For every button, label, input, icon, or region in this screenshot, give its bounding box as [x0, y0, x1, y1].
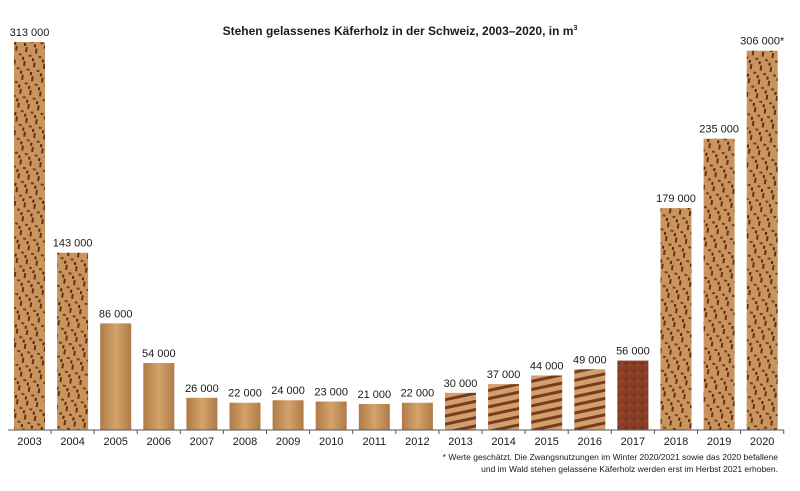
value-label: 235 000 — [699, 124, 739, 136]
value-label: 179 000 — [656, 193, 696, 205]
bar-2010 — [315, 401, 347, 430]
category-label: 2011 — [362, 436, 386, 448]
category-label: 2020 — [750, 436, 774, 448]
chart-title: Stehen gelassenes Käferholz in der Schwe… — [180, 24, 620, 38]
category-labels-group: 2003 2004 2005 2006 2007 2008 2009 2010 2011 2012… — [17, 436, 774, 448]
bar-2003 — [14, 42, 45, 430]
bar-2012 — [401, 402, 433, 430]
bar-2016 — [574, 369, 606, 430]
category-label: 2003 — [17, 436, 41, 448]
value-label: 86 000 — [99, 308, 133, 320]
bars-group — [14, 42, 778, 431]
category-label: 2015 — [534, 436, 558, 448]
bar-2013 — [445, 392, 476, 430]
value-label: 49 000 — [573, 354, 607, 366]
bar-2004 — [57, 252, 89, 430]
category-label: 2013 — [448, 436, 472, 448]
value-label: 22 000 — [228, 388, 262, 400]
category-label: 2009 — [276, 436, 300, 448]
bar-2018 — [660, 208, 692, 430]
value-label: 54 000 — [142, 348, 176, 360]
chart-title-superscript: 3 — [573, 25, 578, 32]
bar-2005 — [100, 323, 132, 430]
category-label: 2016 — [578, 436, 602, 448]
bar-2006 — [143, 363, 175, 430]
bar-2011 — [358, 403, 390, 430]
bar-2008 — [229, 402, 261, 430]
category-label: 2019 — [707, 436, 731, 448]
category-label: 2014 — [491, 436, 515, 448]
x-axis-ticks — [50, 430, 785, 434]
value-labels-group: 313 000 143 000 86 000 54 000 26 000 22 000 24… — [10, 27, 785, 401]
value-label: 306 000* — [740, 36, 785, 48]
value-label: 23 000 — [314, 386, 348, 398]
value-label: 21 000 — [357, 389, 391, 401]
category-label: 2008 — [233, 436, 257, 448]
value-label: 56 000 — [616, 346, 650, 358]
bar-2014 — [488, 384, 520, 430]
bar-2009 — [272, 400, 304, 430]
category-label: 2018 — [664, 436, 688, 448]
bar-2020 — [746, 50, 778, 431]
value-label: 313 000 — [10, 27, 50, 39]
category-label: 2006 — [147, 436, 171, 448]
value-label: 37 000 — [487, 369, 521, 381]
value-label: 44 000 — [530, 360, 564, 372]
bar-2017 — [617, 360, 649, 430]
category-label: 2005 — [103, 436, 127, 448]
category-label: 2017 — [621, 436, 645, 448]
chart-title-text: Stehen gelassenes Käferholz in der Schwe… — [222, 24, 574, 38]
bar-2007 — [186, 397, 218, 430]
footnote: * Werte geschätzt. Die Zwangsnutzungen i… — [442, 452, 778, 474]
value-label: 24 000 — [271, 385, 305, 397]
value-label: 30 000 — [444, 378, 478, 390]
value-label: 26 000 — [185, 383, 219, 395]
category-label: 2012 — [405, 436, 429, 448]
category-label: 2007 — [190, 436, 214, 448]
bar-2015 — [531, 375, 563, 430]
bar-2019 — [703, 138, 735, 430]
value-label: 22 000 — [401, 388, 435, 400]
category-label: 2010 — [319, 436, 343, 448]
value-label: 143 000 — [53, 238, 93, 250]
category-label: 2004 — [60, 436, 84, 448]
